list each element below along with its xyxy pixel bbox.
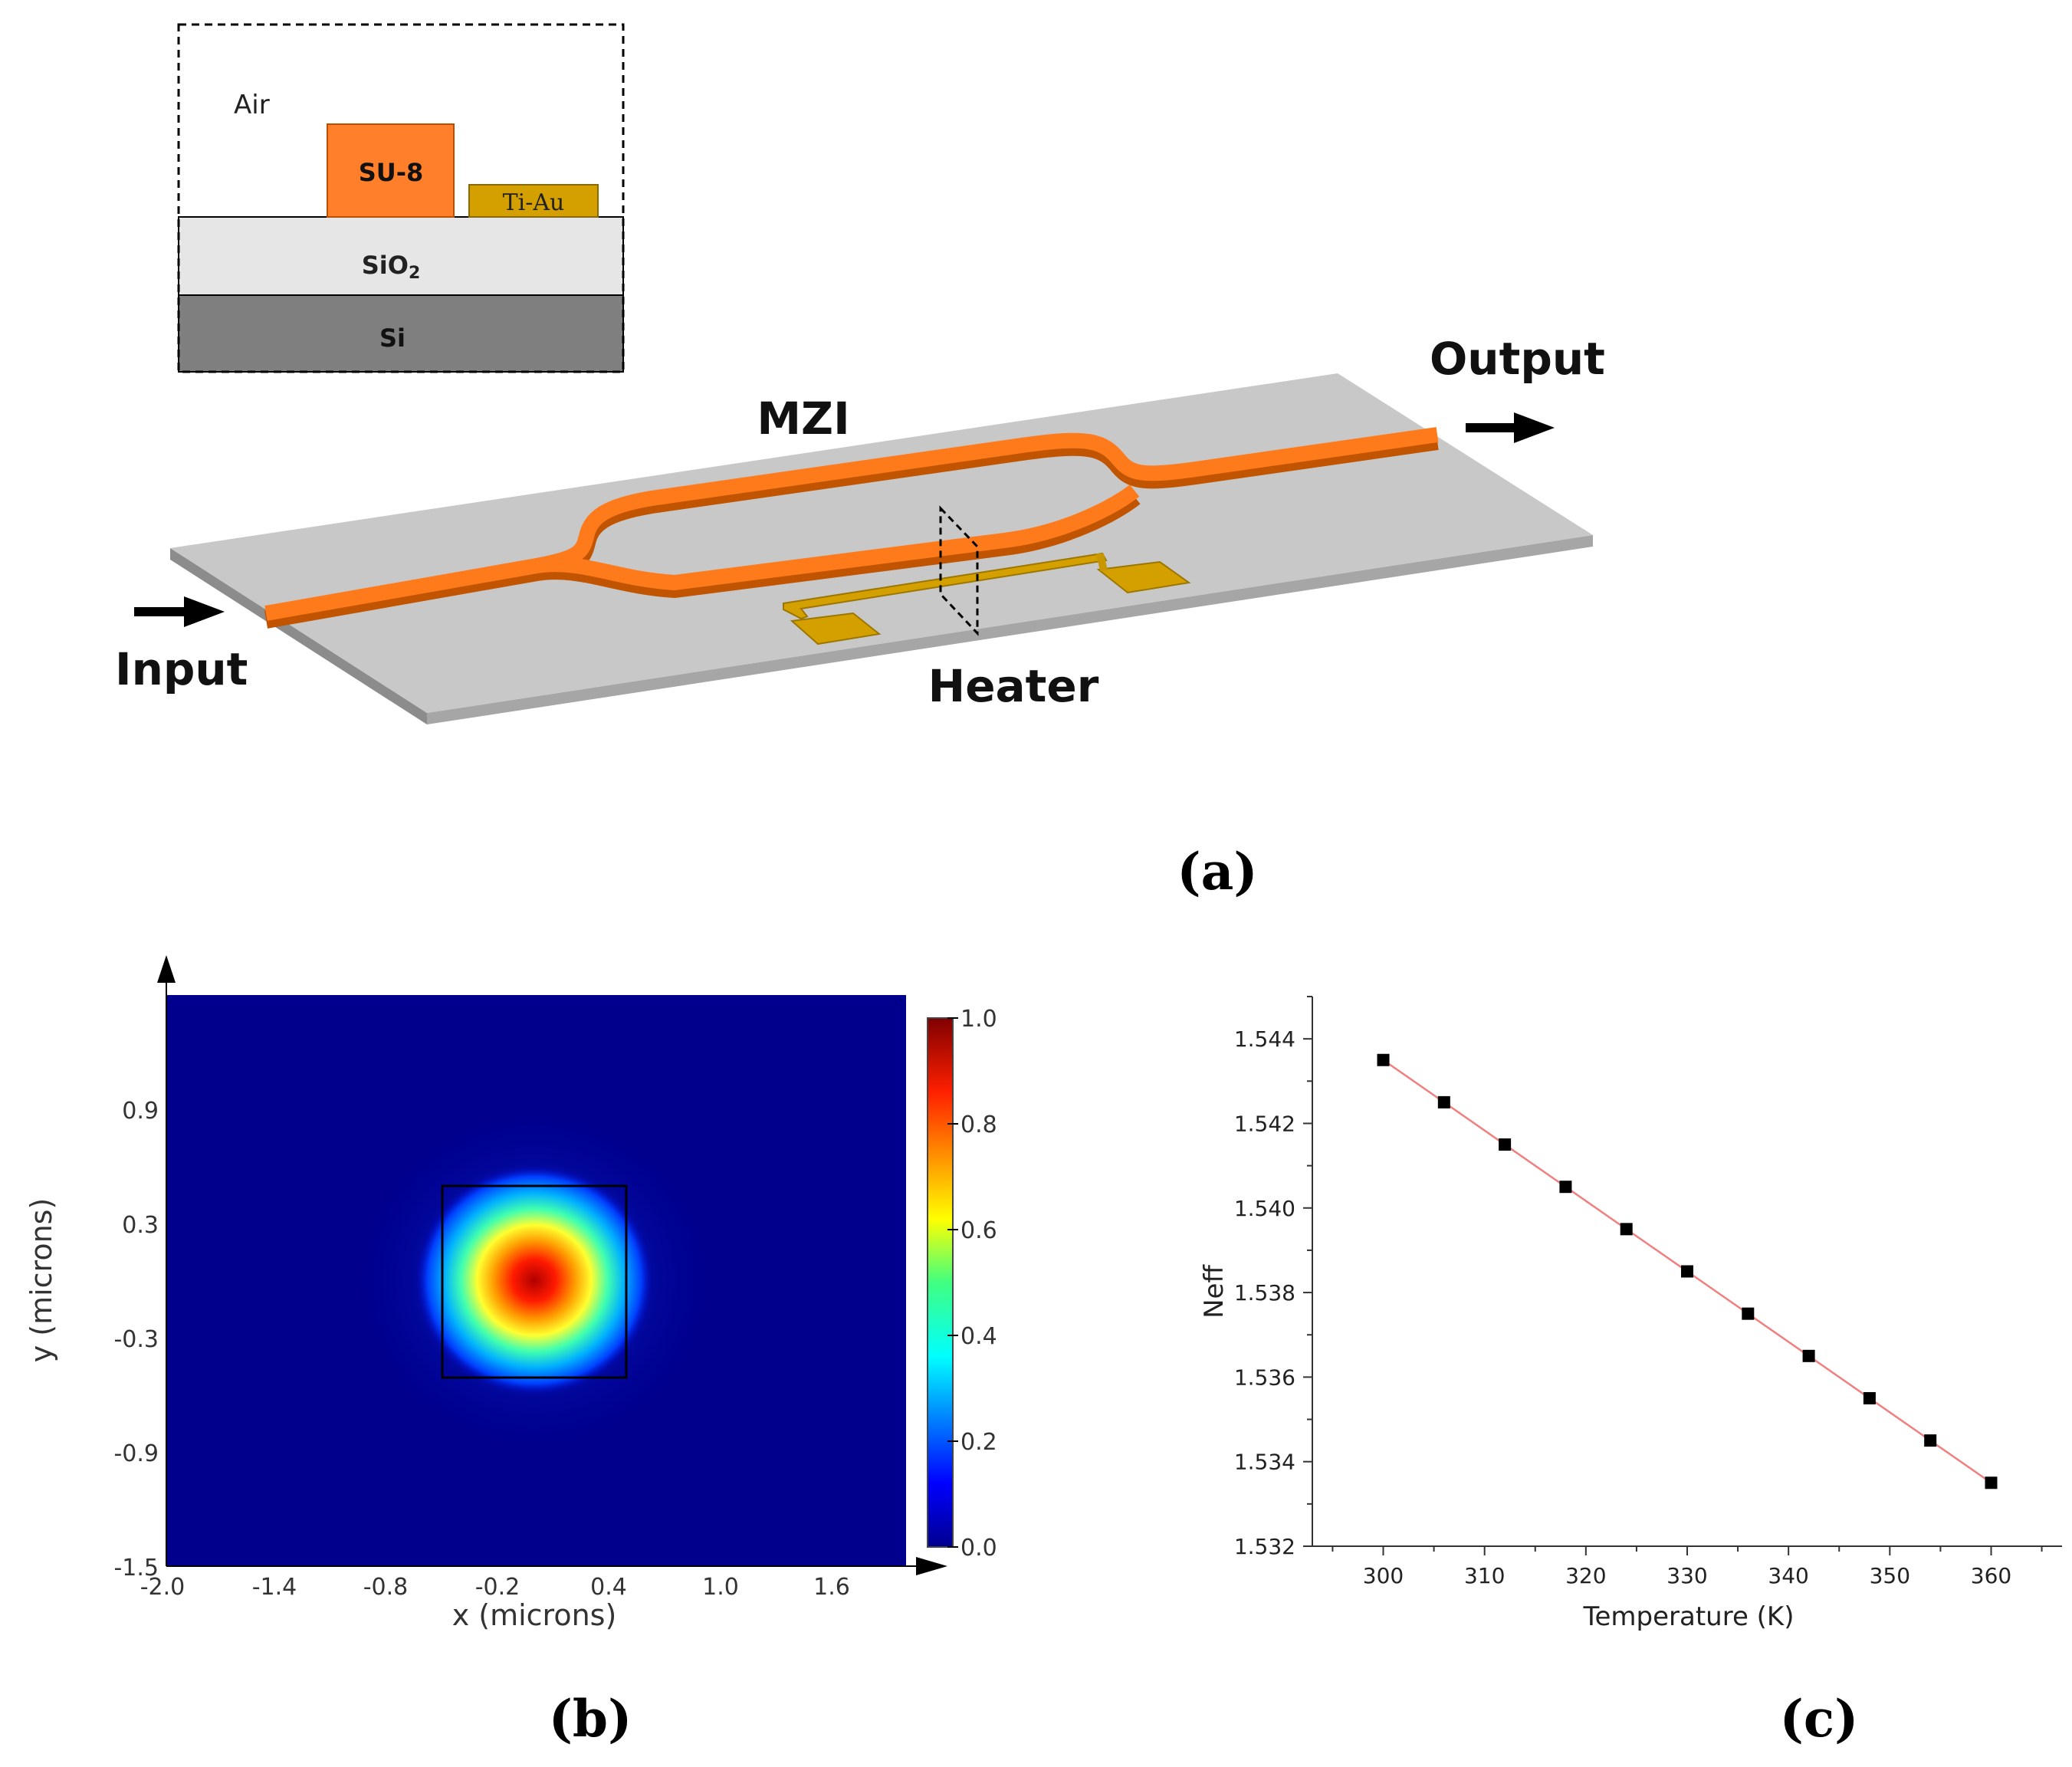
b-y-ticks: 0.9 0.3 -0.3 -0.9 -1.5	[113, 1098, 159, 1581]
mzi-label: MZI	[757, 392, 849, 445]
panel-a: Air SU-8 Ti-Au SiO2 Si	[115, 23, 1605, 902]
substrate-top	[170, 373, 1593, 713]
c-x-tick-label: 360	[1971, 1563, 2011, 1588]
b-x-tick: -2.0	[140, 1574, 186, 1601]
si-layer	[178, 294, 624, 373]
b-x-tick: -0.8	[363, 1574, 409, 1601]
mzi-waveguide	[264, 427, 1439, 629]
c-y-tick-label: 1.534	[1234, 1450, 1295, 1475]
c-y-tick-label: 1.532	[1234, 1534, 1295, 1559]
panel-b: -2.0 -1.4 -0.8 -0.2 0.4 1.0 1.6 0.9 0.3 …	[25, 955, 997, 1749]
c-y-tick-label: 1.540	[1234, 1196, 1295, 1221]
b-y-tick: -0.3	[113, 1326, 159, 1353]
input-arrow	[134, 596, 225, 627]
heater-wire-right-drop	[1096, 553, 1108, 571]
b-y-tick: 0.3	[122, 1212, 159, 1239]
inset-border	[177, 23, 625, 373]
colorbar-tick-label: 1.0	[960, 1006, 997, 1033]
su8-block	[327, 123, 455, 218]
b-x-label: x (microns)	[452, 1598, 617, 1632]
c-y-tick-label: 1.536	[1234, 1365, 1295, 1390]
b-x-ticks: -2.0 -1.4 -0.8 -0.2 0.4 1.0 1.6	[140, 1574, 850, 1601]
b-y-tick: 0.9	[122, 1098, 159, 1125]
cross-section-inset: Air SU-8 Ti-Au SiO2 Si	[177, 23, 625, 373]
data-point	[1985, 1476, 1998, 1489]
colorbar-tick-label: 0.6	[960, 1217, 997, 1244]
c-x-tick-label: 320	[1565, 1563, 1606, 1588]
si-label: Si	[379, 324, 406, 353]
b-y-tick: -0.9	[113, 1440, 159, 1467]
c-data-points	[1377, 1053, 1998, 1489]
c-y-tick-label: 1.538	[1234, 1280, 1295, 1306]
c-x-tick-label: 340	[1768, 1563, 1808, 1588]
b-x-tick: -1.4	[252, 1574, 297, 1601]
waveguide-top	[264, 427, 1439, 621]
output-arrow	[1466, 412, 1555, 443]
colorbar-tick-label: 0.8	[960, 1112, 997, 1138]
panel-c: 300 310 320 330 340 350 360 1.5321.5341.5361.5…	[1199, 996, 2062, 1749]
substrate-right-edge	[427, 535, 1593, 724]
b-x-tick: 0.4	[590, 1574, 627, 1601]
data-point	[1499, 1138, 1512, 1151]
data-point	[1742, 1307, 1755, 1320]
sio2-label: SiO2	[362, 251, 421, 283]
substrate-front-edge	[170, 548, 427, 724]
waveguide-core-outline	[441, 1184, 628, 1379]
caption-b: (b)	[549, 1689, 632, 1749]
mode-field	[415, 1165, 653, 1395]
colorbar-tick-label: 0.2	[960, 1429, 997, 1456]
colorbar-tick-label: 0.0	[960, 1535, 997, 1562]
sio2-sub: 2	[409, 264, 420, 283]
tiau-block	[468, 184, 599, 218]
sio2-main: SiO	[362, 251, 409, 280]
heater-label: Heater	[928, 660, 1099, 712]
colorbar	[927, 1017, 954, 1548]
output-label: Output	[1430, 333, 1605, 385]
heater-pad-right	[1096, 560, 1191, 594]
data-point	[1681, 1265, 1693, 1278]
data-point	[1559, 1181, 1572, 1194]
c-x-tick-label: 300	[1363, 1563, 1404, 1588]
c-x-ticks: 300 310 320 330 340 350 360	[1332, 1546, 2043, 1588]
c-x-tick-label: 330	[1666, 1563, 1707, 1588]
colorbar-ticks: 1.0 0.8 0.6 0.4 0.2 0.0	[947, 1006, 997, 1562]
heater-pad-left	[790, 612, 882, 645]
sio2-layer	[178, 216, 624, 296]
data-point	[1377, 1053, 1390, 1066]
c-x-tick-label: 310	[1464, 1563, 1505, 1588]
b-y-label: y (microns)	[25, 1198, 58, 1363]
air-label: Air	[234, 90, 270, 120]
b-x-tick: -0.2	[475, 1574, 520, 1601]
b-x-tick: 1.6	[813, 1574, 850, 1601]
c-y-ticks: 1.532 1.534 1.536 1.538 1.540 1.542 1.544	[1234, 996, 1312, 1559]
input-label: Input	[115, 643, 248, 695]
c-x-label: Temperature (K)	[1582, 1601, 1794, 1632]
data-point	[1802, 1349, 1815, 1362]
data-point	[1924, 1434, 1937, 1447]
data-point	[1437, 1095, 1450, 1108]
cross-section-plane	[939, 505, 979, 636]
c-y-label: Neff	[1199, 1264, 1230, 1319]
data-point	[1863, 1391, 1876, 1404]
y-arrow-head	[157, 955, 176, 983]
tiau-label: Ti-Au	[503, 189, 565, 216]
colorbar-tick-label: 0.4	[960, 1323, 997, 1350]
c-x-tick-label: 350	[1870, 1563, 1910, 1588]
caption-c: (c)	[1780, 1689, 1859, 1749]
c-y-tick-label: 1.544	[1234, 1026, 1295, 1052]
caption-a: (a)	[1177, 842, 1257, 902]
c-y-tick-label: 1.542	[1234, 1111, 1295, 1136]
data-point	[1620, 1223, 1633, 1236]
x-arrow-head	[916, 1557, 947, 1575]
b-y-tick: -1.5	[113, 1555, 159, 1581]
heater-electrode	[783, 552, 1191, 645]
su8-label: SU-8	[359, 158, 424, 187]
b-x-tick: 1.0	[702, 1574, 739, 1601]
